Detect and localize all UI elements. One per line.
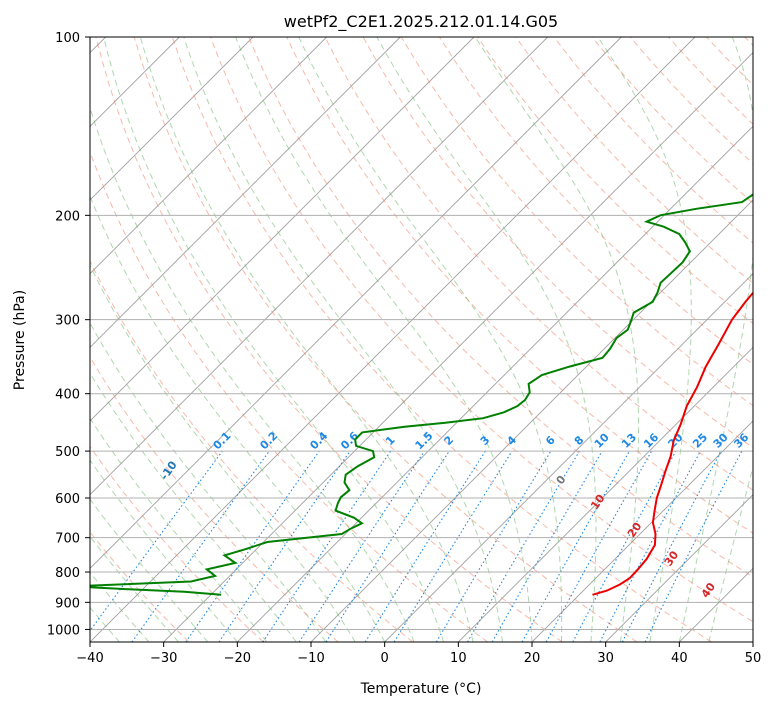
moist-adiabat-line (90, 498, 209, 642)
mixing-ratio-line (572, 450, 677, 642)
moist-adiabat-line (103, 37, 445, 642)
moist-adiabat-line (298, 37, 563, 642)
mixing-ratio-lines (90, 450, 743, 642)
isotherm-line (90, 37, 475, 422)
moist-adiabat-line (678, 37, 753, 642)
y-tick-label: 400 (55, 388, 80, 403)
moist-adiabat-line (376, 37, 597, 642)
y-tick-label: 600 (55, 492, 80, 507)
mixing-ratio-line (521, 450, 630, 642)
x-axis-ticks: −40 −30 −20 −10 0 10 20 30 40 50 (76, 642, 761, 666)
y-tick-label: 200 (55, 209, 80, 224)
y-tick-label: 100 (55, 31, 80, 46)
moist-adiabat-lines (90, 37, 753, 642)
x-axis-label: Temperature (°C) (360, 681, 482, 697)
moist-adiabat-line (90, 459, 238, 642)
moist-adiabat-line (90, 195, 386, 642)
dry-adiabat-line (90, 259, 414, 642)
pressure-gridlines (90, 37, 753, 630)
dry-adiabat-line (515, 37, 753, 284)
y-tick-label: 1000 (47, 623, 80, 638)
dry-adiabat-line (133, 37, 638, 642)
dry-adiabat-line (324, 37, 753, 491)
mixing-ratio-line (262, 450, 392, 642)
x-tick-label: 0 (381, 651, 389, 666)
moist-adiabat-line (90, 535, 179, 642)
mixing-ratio-line (325, 450, 450, 642)
y-axis-ticks: 100 200 300 400 500 600 700 800 900 1000 (47, 31, 90, 638)
isotherm-line (163, 52, 753, 642)
x-tick-label: 30 (597, 651, 614, 666)
moist-adiabat-line (90, 417, 268, 642)
moist-adiabat-line (183, 37, 503, 642)
x-tick-label: −20 (224, 651, 251, 666)
mixing-ratio-line (218, 450, 351, 642)
isotherm-line (90, 37, 327, 275)
plot-frame (89, 36, 754, 643)
y-tick-label: 500 (55, 445, 80, 460)
moist-adiabat-line (139, 37, 474, 642)
moist-adiabat-line (597, 37, 692, 642)
mixing-ratio-line (90, 450, 223, 632)
isotherm-line (237, 125, 753, 642)
mixing-ratio-line (298, 450, 425, 642)
dry-adiabat-line (90, 445, 264, 642)
isotherm-line (90, 37, 696, 642)
moist-adiabat-line (474, 37, 639, 642)
isotherm-line (90, 37, 254, 201)
moist-adiabat-line (90, 106, 415, 642)
sounding-profiles (90, 193, 753, 596)
dry-adiabat-line (95, 37, 563, 642)
mixing-ratio-line (644, 450, 743, 642)
isotherm-line (384, 273, 753, 642)
x-tick-label: −30 (150, 651, 177, 666)
moist-adiabat-line (90, 321, 327, 642)
x-tick-label: 40 (671, 651, 688, 666)
dry-adiabat-line (286, 37, 753, 534)
y-tick-label: 900 (55, 596, 80, 611)
mixing-ratio-line (131, 450, 270, 642)
x-tick-label: 50 (745, 651, 762, 666)
temperature-profile (592, 291, 753, 596)
y-axis-label: Pressure (hPa) (12, 290, 28, 390)
dry-adiabat-line (171, 37, 712, 642)
isotherm-lines (90, 37, 753, 642)
moist-adiabat-line (90, 372, 297, 642)
y-tick-label: 700 (55, 532, 80, 547)
dry-adiabat-line (210, 37, 753, 623)
isotherm-line (90, 37, 622, 569)
y-tick-label: 300 (55, 314, 80, 329)
mixing-ratio-line (545, 450, 653, 642)
x-tick-label: 10 (450, 651, 467, 666)
isotherm-line (90, 37, 401, 348)
dry-adiabat-line (248, 37, 753, 578)
x-tick-label: 20 (524, 651, 541, 666)
dry-adiabat-line (90, 356, 339, 642)
dewpoint-profile (90, 193, 753, 596)
isotherm-line (90, 37, 548, 496)
chart-title: wetPf2_C2E1.2025.212.01.14.G05 (284, 12, 558, 32)
x-tick-label: −40 (76, 651, 103, 666)
isotherm-line (531, 420, 753, 642)
moist-adiabat-line (235, 37, 533, 642)
isotherm-line (458, 346, 753, 642)
x-tick-label: −10 (297, 651, 324, 666)
y-tick-label: 800 (55, 566, 80, 581)
mixing-ratio-line (185, 450, 320, 642)
isotherm-line (605, 494, 753, 642)
moist-adiabat-line (90, 264, 356, 642)
dry-adiabat-lines (90, 37, 753, 642)
mixing-ratio-line (393, 450, 513, 642)
